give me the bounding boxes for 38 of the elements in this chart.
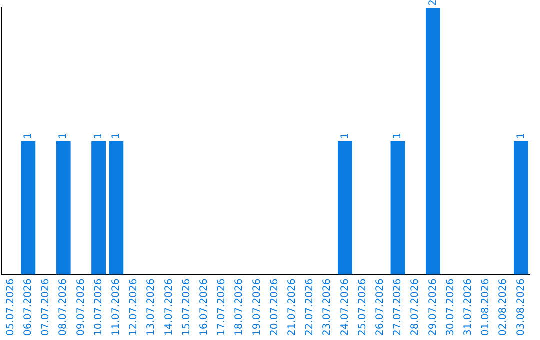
x-tick-label: 13.07.2026 (146, 278, 158, 336)
x-tick-label: 06.07.2026 (22, 278, 34, 336)
data-label: 1 (58, 132, 70, 140)
data-label: 1 (93, 132, 104, 140)
x-tick-label: 15.07.2026 (181, 278, 192, 336)
data-label: 1 (22, 132, 34, 140)
x-tick-label: 30.07.2026 (445, 278, 456, 336)
x-tick-label: 07.07.2026 (40, 278, 52, 336)
x-tick-label: 03.08.2026 (516, 278, 527, 336)
x-tick-label: 23.07.2026 (322, 278, 334, 336)
data-label: 1 (516, 132, 527, 140)
x-tick-label: 09.07.2026 (76, 278, 87, 336)
x-tick-label: 18.07.2026 (234, 278, 246, 336)
data-label: 1 (340, 132, 351, 140)
x-tick-label: 17.07.2026 (216, 278, 228, 336)
x-tick-label: 08.07.2026 (58, 278, 70, 336)
x-tick-label: 14.07.2026 (164, 278, 175, 336)
data-label: 1 (392, 132, 404, 140)
x-tick-label: 28.07.2026 (410, 278, 422, 336)
x-tick-label: 31.07.2026 (462, 278, 474, 336)
x-tick-label: 11.07.2026 (110, 278, 122, 336)
x-tick-label: 12.07.2026 (128, 278, 140, 336)
x-tick-label: 20.07.2026 (269, 278, 280, 336)
x-tick-label: 19.07.2026 (252, 278, 263, 336)
data-label: 1 (110, 132, 122, 140)
x-tick-label: 10.07.2026 (93, 278, 104, 336)
x-tick-label: 29.07.2026 (428, 278, 439, 336)
data-label: 2 (428, 0, 439, 6)
x-tick-label: 02.08.2026 (498, 278, 510, 336)
x-tick-label: 22.07.2026 (304, 278, 316, 336)
x-tick-label: 26.07.2026 (374, 278, 386, 336)
x-tick-label: 27.07.2026 (392, 278, 404, 336)
x-tick-label: 24.07.2026 (340, 278, 351, 336)
x-tick-label: 05.07.2026 (5, 278, 16, 336)
x-tick-label: 01.08.2026 (480, 278, 492, 336)
x-tick-label: 16.07.2026 (198, 278, 210, 336)
x-tick-label: 25.07.2026 (357, 278, 368, 336)
x-tick-label: 21.07.2026 (286, 278, 298, 336)
